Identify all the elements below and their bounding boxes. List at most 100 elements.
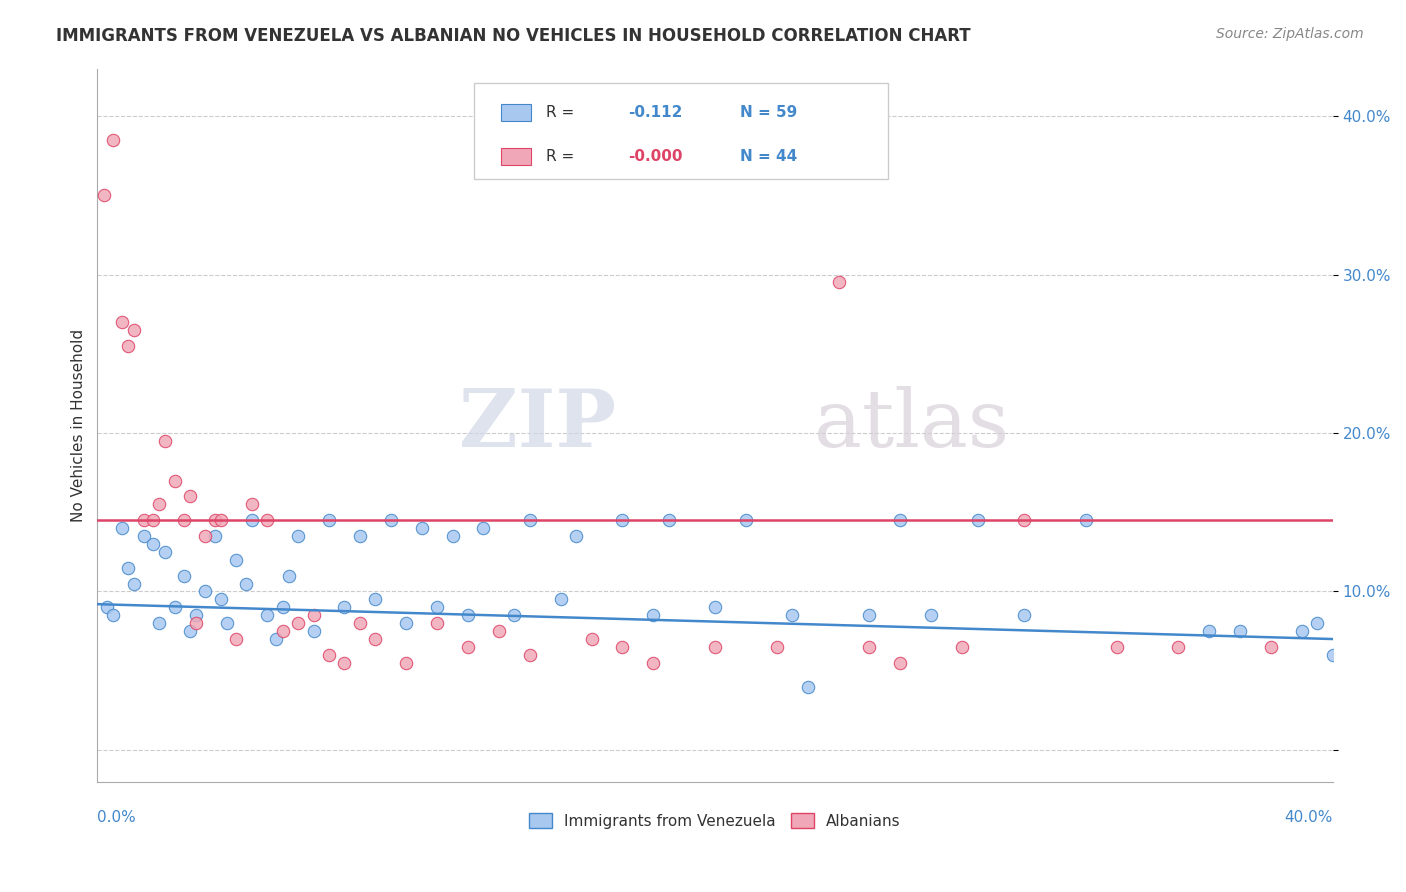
Point [209,513,232,527]
Point [950,640,973,654]
Point [117,339,139,353]
Point [380,513,402,527]
Point [142,537,165,551]
Point [173,568,195,582]
Point [186,608,208,623]
Point [349,616,371,631]
Point [194,529,217,543]
Point [488,624,510,639]
Point [643,608,665,623]
Point [1306,616,1329,631]
Point [101,608,124,623]
Point [132,513,155,527]
FancyBboxPatch shape [474,83,889,179]
Point [271,600,294,615]
Point [457,640,479,654]
Point [643,656,665,670]
Text: 0.0%: 0.0% [97,810,136,825]
Point [735,513,758,527]
Text: atlas: atlas [814,386,1010,464]
Point [889,513,911,527]
Point [1291,624,1313,639]
Point [225,632,247,646]
Point [1322,648,1344,662]
Point [302,608,325,623]
Point [920,608,942,623]
Point [132,529,155,543]
Point [1198,624,1220,639]
Point [426,600,449,615]
Point [766,640,789,654]
Point [155,434,177,448]
Text: IMMIGRANTS FROM VENEZUELA VS ALBANIAN NO VEHICLES IN HOUSEHOLD CORRELATION CHART: IMMIGRANTS FROM VENEZUELA VS ALBANIAN NO… [56,27,972,45]
Point [204,513,226,527]
Point [318,513,340,527]
Point [148,616,170,631]
Point [550,592,572,607]
Text: N = 59: N = 59 [740,105,797,120]
Point [364,632,387,646]
Legend: Immigrants from Venezuela, Albanians: Immigrants from Venezuela, Albanians [523,806,907,835]
FancyBboxPatch shape [502,148,531,165]
Point [101,133,124,147]
Text: R =: R = [546,105,579,120]
Point [93,188,115,202]
Point [194,584,217,599]
Point [111,521,134,535]
Text: Source: ZipAtlas.com: Source: ZipAtlas.com [1216,27,1364,41]
Point [240,513,263,527]
Y-axis label: No Vehicles in Household: No Vehicles in Household [72,328,86,522]
Point [148,497,170,511]
Text: -0.000: -0.000 [628,149,683,164]
Point [1260,640,1282,654]
Point [1105,640,1128,654]
Point [124,576,146,591]
Point [333,600,356,615]
Point [565,529,588,543]
Point [155,545,177,559]
Point [186,616,208,631]
Point [519,513,541,527]
Point [426,616,449,631]
Point [111,315,134,329]
Point [704,600,727,615]
Point [858,608,880,623]
Point [858,640,880,654]
Point [117,560,139,574]
Point [179,490,201,504]
Point [364,592,387,607]
Point [240,497,263,511]
Point [277,568,299,582]
Point [349,529,371,543]
Point [209,592,232,607]
Point [173,513,195,527]
Point [441,529,464,543]
Point [266,632,288,646]
Point [256,608,278,623]
Text: ZIP: ZIP [460,386,616,464]
Point [612,513,634,527]
Point [287,529,309,543]
Point [1229,624,1251,639]
Point [411,521,433,535]
Point [318,648,340,662]
Point [287,616,309,631]
Text: R =: R = [546,149,579,164]
Point [395,656,418,670]
Point [827,276,849,290]
Point [1012,513,1035,527]
Point [124,323,146,337]
Point [1167,640,1189,654]
Point [1012,608,1035,623]
Point [96,600,118,615]
Point [472,521,495,535]
FancyBboxPatch shape [502,104,531,121]
Point [612,640,634,654]
Point [966,513,988,527]
Point [271,624,294,639]
Point [256,513,278,527]
Point [581,632,603,646]
Point [658,513,681,527]
Point [333,656,356,670]
Point [796,680,818,694]
